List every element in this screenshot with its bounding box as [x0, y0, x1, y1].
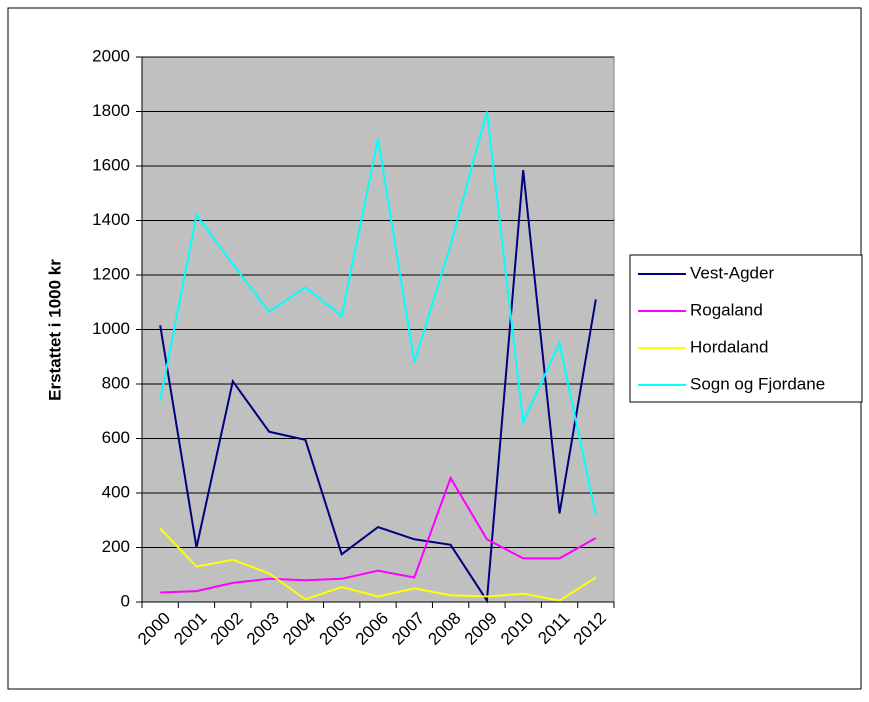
y-tick-label: 200 — [102, 537, 130, 556]
y-tick-label: 1000 — [92, 319, 130, 338]
legend-label: Sogn og Fjordane — [690, 374, 825, 393]
y-tick-label: 1600 — [92, 155, 130, 174]
series-line — [159, 169, 597, 604]
y-tick-label: 0 — [121, 591, 130, 610]
series-line — [159, 111, 597, 516]
series-line — [159, 527, 597, 602]
legend-label: Rogaland — [690, 300, 763, 319]
legend-label: Hordaland — [690, 337, 768, 356]
y-tick-label: 1200 — [92, 264, 130, 283]
y-tick-label: 800 — [102, 373, 130, 392]
legend — [629, 254, 863, 403]
legend-label: Vest-Agder — [690, 263, 774, 282]
y-axis-label: Erstattet i 1000 kr — [45, 259, 64, 401]
y-tick-label: 600 — [102, 428, 130, 447]
y-tick-label: 2000 — [92, 46, 130, 65]
y-tick-label: 1400 — [92, 210, 130, 229]
series-line — [160, 475, 597, 594]
y-tick-label: 1800 — [92, 101, 130, 120]
y-tick-label: 400 — [102, 482, 130, 501]
